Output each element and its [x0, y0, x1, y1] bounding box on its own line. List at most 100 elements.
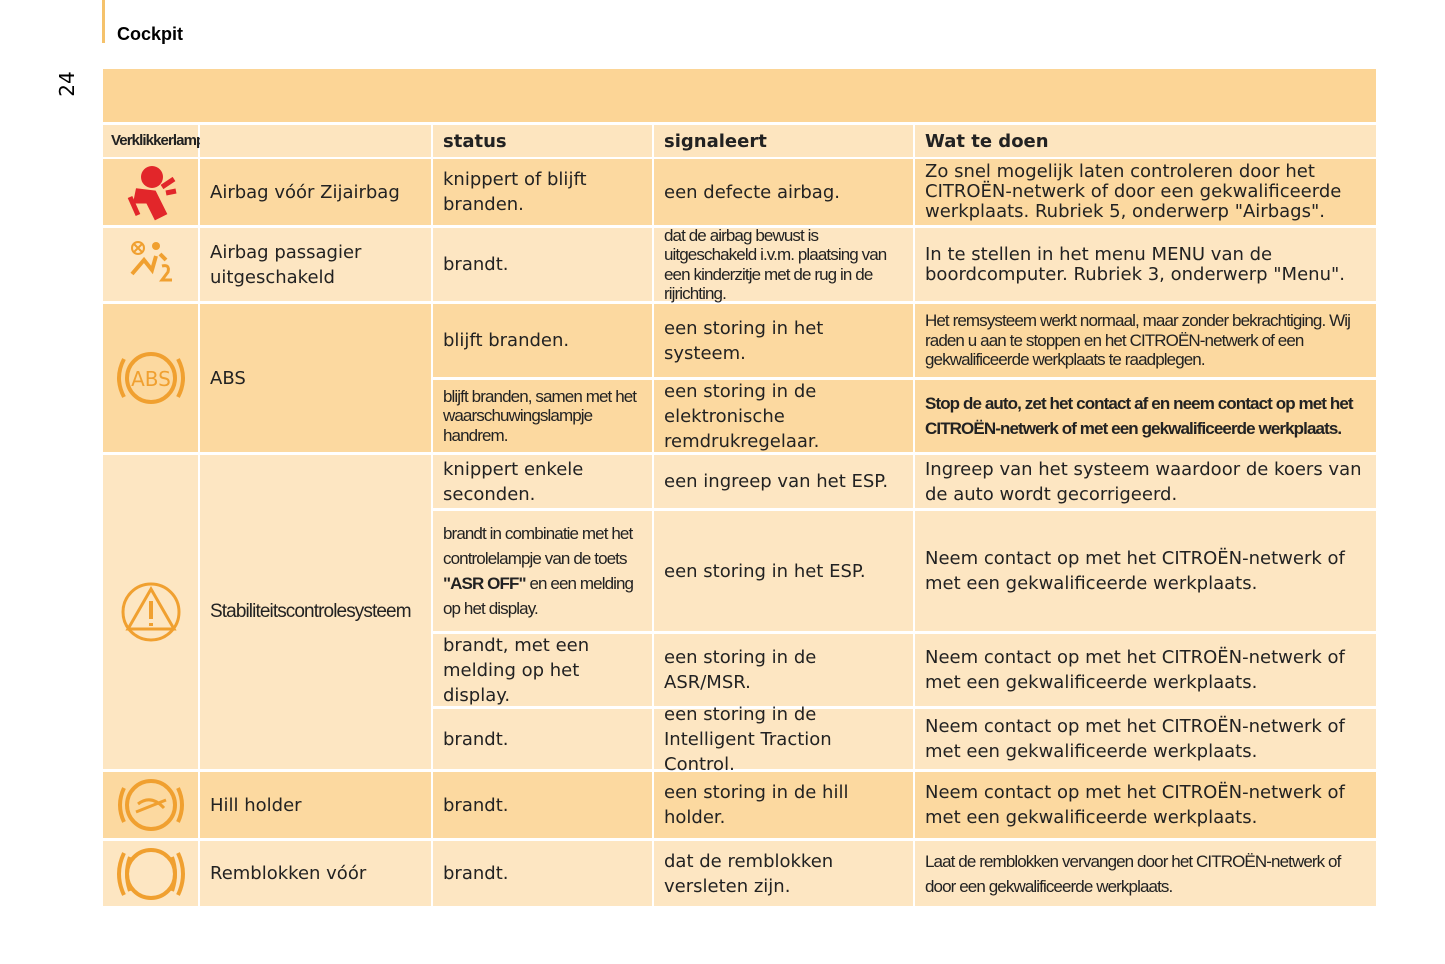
text-block: brandt in combinatie met het controlelam…: [443, 521, 642, 621]
text: een storing in de hill holder.: [664, 782, 849, 828]
page-number: 24: [55, 71, 79, 97]
lamp-name: Airbag vóór Zijairbag: [200, 159, 431, 225]
icon: ABS: [116, 352, 185, 404]
action-cell: Stop de auto, zet het contact af en neem…: [915, 380, 1376, 452]
lamp-icon: [103, 841, 198, 906]
header-bar: [102, 0, 105, 43]
status-cell: brandt in combinatie met het controlelam…: [433, 511, 652, 631]
text: Zo snel mogelijk laten controleren door …: [925, 161, 1342, 222]
status-cell: brandt.: [433, 228, 652, 301]
action-cell: Laat de remblokken vervangen door het CI…: [915, 841, 1376, 906]
text: Wat te doen: [925, 130, 1049, 152]
action-cell: Het remsysteem werkt normaal, maar zonde…: [915, 304, 1376, 377]
text: signaleert: [664, 130, 767, 152]
text: dat de remblokken versleten zijn.: [664, 850, 834, 897]
text: brandt, met een melding op het display.: [443, 634, 590, 706]
text: status: [443, 130, 507, 152]
text: Airbag passagier uitgeschakeld: [210, 241, 362, 288]
text: dat de airbag bewust is uitgeschakeld i.…: [664, 225, 887, 304]
action-cell: Neem contact op met het CITROËN-netwerk …: [915, 709, 1376, 769]
lamp-name: Hill holder: [200, 772, 431, 838]
signal-cell: een defecte airbag.: [654, 159, 913, 225]
signal-cell: een ingreep van het ESP.: [654, 455, 913, 508]
text: Stop de auto, zet het contact af en neem…: [925, 394, 1354, 438]
text: en een melding op het display.: [443, 574, 634, 618]
text: Ingreep van het systeem waardoor de koer…: [925, 458, 1362, 505]
icon-text: ABS: [131, 367, 171, 391]
text: brandt.: [443, 794, 509, 816]
text: Neem contact op met het CITROËN-netwerk …: [925, 548, 1345, 594]
text: Neem contact op met het CITROËN-netwerk …: [925, 647, 1345, 693]
text: "ASR OFF": [443, 574, 527, 593]
text: een ingreep van het ESP.: [664, 471, 889, 492]
text: knippert of blijft branden.: [443, 169, 587, 215]
status-cell: blijft branden, samen met het waarschuwi…: [433, 380, 652, 452]
lamp-icon: [103, 228, 198, 301]
status-cell: brandt.: [433, 841, 652, 906]
signal-cell: dat de airbag bewust is uitgeschakeld i.…: [654, 225, 913, 304]
lamp-icon: [103, 159, 198, 225]
icon: [116, 847, 185, 900]
signal-cell: een storing in het ESP.: [654, 511, 913, 631]
text: blijft branden.: [443, 330, 570, 351]
signal-cell: dat de remblokken versleten zijn.: [654, 841, 913, 906]
text: brandt in combinatie met het controlelam…: [443, 524, 633, 568]
lamp-name: Stabiliteitscontrolesysteem: [200, 455, 431, 769]
lamp-icon: [103, 455, 198, 769]
text: een defecte airbag.: [664, 181, 840, 203]
text: een storing in het systeem.: [664, 317, 824, 364]
text: brandt.: [443, 254, 509, 275]
lamp-name: Airbag passagier uitgeschakeld: [200, 228, 431, 301]
text: brandt.: [443, 728, 509, 750]
table-band: [103, 69, 1376, 122]
text: Hill holder: [210, 794, 302, 816]
status-cell: blijft branden.: [433, 304, 652, 377]
signal-cell: een storing in de elektronische remdrukr…: [654, 380, 913, 452]
action-cell: Zo snel mogelijk laten controleren door …: [915, 159, 1376, 225]
header-cell: signaleert: [654, 125, 913, 157]
text: Neem contact op met het CITROËN-netwerk …: [925, 782, 1345, 828]
action-cell: In te stellen in het menu MENU van de bo…: [915, 228, 1376, 301]
text: brandt.: [443, 863, 509, 884]
status-cell: brandt, met een melding op het display.: [433, 634, 652, 706]
signal-cell: een storing in de Intelligent Traction C…: [654, 704, 913, 775]
text: Het remsysteem werkt normaal, maar zonde…: [925, 311, 1351, 370]
icon: [121, 582, 180, 642]
text: blijft branden, samen met het waarschuwi…: [443, 386, 637, 445]
text: Airbag vóór Zijairbag: [210, 181, 400, 203]
text: een storing in het ESP.: [664, 560, 866, 582]
action-cell: Neem contact op met het CITROËN-netwerk …: [915, 511, 1376, 631]
signal-cell: een storing in de hill holder.: [654, 772, 913, 838]
signal-cell: een storing in het systeem.: [654, 304, 913, 377]
header-cell: status: [433, 125, 652, 157]
status-cell: brandt.: [433, 772, 652, 838]
header-cell: Verklikkerlampje: [103, 125, 216, 157]
icon: [127, 166, 176, 221]
lamp-icon: [103, 772, 198, 838]
text: een storing in de elektronische remdrukr…: [664, 380, 820, 452]
action-cell: Neem contact op met het CITROËN-netwerk …: [915, 634, 1376, 706]
icon: [129, 240, 172, 281]
lamp-name: Remblokken vóór: [200, 841, 431, 906]
action-cell: Neem contact op met het CITROËN-netwerk …: [915, 772, 1376, 838]
action-cell: Ingreep van het systeem waardoor de koer…: [915, 455, 1376, 508]
lamp-icon: ABS: [103, 304, 198, 452]
header-cell: [200, 125, 431, 157]
text: een storing in de Intelligent Traction C…: [664, 703, 832, 775]
signal-cell: een storing in de ASR/MSR.: [654, 634, 913, 706]
text: Neem contact op met het CITROËN-netwerk …: [925, 716, 1345, 762]
text: knippert enkele seconden.: [443, 458, 584, 505]
text: een storing in de ASR/MSR.: [664, 647, 817, 693]
text: Verklikkerlampje: [111, 132, 216, 150]
header-cell: Wat te doen: [915, 125, 1376, 157]
text: ABS: [210, 367, 246, 389]
text: In te stellen in het menu MENU van de bo…: [925, 243, 1345, 285]
section-title: Cockpit: [117, 24, 184, 44]
text: Laat de remblokken vervangen door het CI…: [925, 851, 1341, 896]
lamp-name: ABS: [200, 304, 431, 452]
status-cell: knippert of blijft branden.: [433, 159, 652, 225]
icon: [117, 779, 184, 831]
text: Remblokken vóór: [210, 863, 367, 884]
status-cell: brandt.: [433, 709, 652, 769]
